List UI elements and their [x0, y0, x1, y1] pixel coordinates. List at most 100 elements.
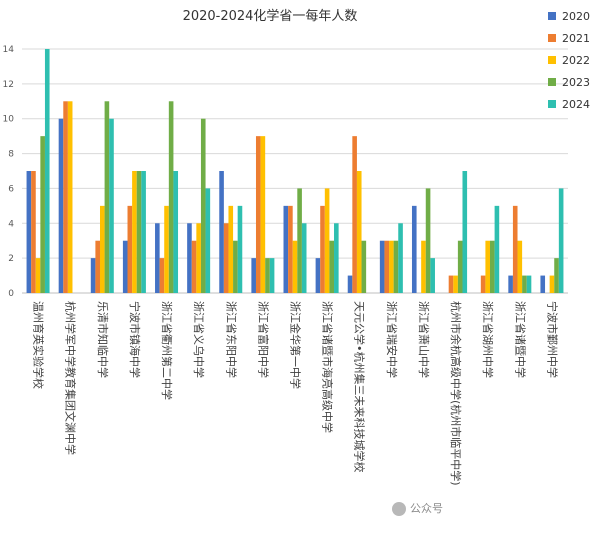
category-label: 天元公学•杭州集三未来科技城学校 — [353, 301, 367, 473]
y-tick-label: 4 — [8, 219, 14, 229]
category-label: 浙江省湖州中学 — [481, 301, 495, 378]
bar-2024-5 — [205, 188, 211, 293]
bar-2024-7 — [269, 258, 275, 293]
bar-2024-13 — [462, 171, 468, 293]
bar-2024-11 — [398, 223, 403, 293]
bars — [26, 49, 564, 294]
bar-2023-9 — [329, 240, 335, 293]
bar-2021-6 — [223, 223, 229, 293]
bar-2023-2 — [104, 101, 110, 294]
category-label: 浙江金华第一中学 — [289, 301, 303, 389]
bar-2022-9 — [324, 188, 330, 293]
legend-swatch — [548, 100, 556, 108]
bar-2020-12 — [411, 205, 417, 293]
y-tick-label: 14 — [3, 45, 15, 55]
category-labels: 温州育英实验学校 杭州学军中学教育集团文渊中学 乐清市知临中学 宁波市镇海中学 浙江省衢… — [32, 301, 560, 486]
bar-2020-10 — [347, 275, 353, 293]
bar-2023-13 — [457, 240, 463, 293]
category-label: 浙江省诸暨市海亮高级中学 — [321, 301, 335, 433]
legend-swatch — [548, 78, 556, 86]
bar-2022-5 — [196, 223, 201, 293]
legend-label: 2021 — [562, 32, 590, 45]
legend-swatch — [548, 12, 556, 20]
bar-2024-0 — [44, 49, 50, 293]
bar-2023-6 — [233, 240, 238, 293]
bar-2024-9 — [334, 223, 339, 293]
category-label: 浙江省东阳中学 — [224, 301, 238, 378]
bar-2021-4 — [159, 258, 165, 293]
bar-2021-8 — [288, 205, 293, 293]
bar-2023-5 — [200, 118, 206, 293]
bar-2021-0 — [31, 171, 36, 293]
bar-2021-1 — [63, 101, 68, 294]
bar-2020-16 — [540, 275, 546, 293]
bar-2021-9 — [320, 205, 325, 293]
bar-2023-11 — [393, 240, 399, 293]
category-label: 宁波市镇海中学 — [128, 301, 142, 378]
y-tick-label: 8 — [8, 150, 14, 160]
bar-2022-6 — [228, 205, 234, 293]
y-tick-label: 12 — [3, 80, 14, 90]
bar-2024-12 — [430, 258, 435, 293]
bar-2021-10 — [352, 136, 357, 293]
category-label: 浙江省义乌中学 — [192, 301, 206, 378]
bar-2022-10 — [356, 171, 362, 293]
y-axis-ticks: 0 2 4 6 8 10 12 14 — [3, 45, 15, 299]
bar-2021-5 — [191, 240, 197, 293]
bar-2022-8 — [292, 240, 298, 293]
bar-2021-2 — [95, 240, 100, 293]
y-tick-label: 0 — [8, 289, 14, 299]
bar-2024-6 — [237, 205, 243, 293]
category-label: 宁波市鄞州中学 — [545, 301, 559, 378]
bar-2023-8 — [297, 188, 302, 293]
bar-2024-14 — [494, 205, 500, 293]
bar-2020-11 — [379, 240, 385, 293]
bar-2022-1 — [67, 101, 73, 294]
bar-2024-3 — [141, 171, 146, 293]
bar-2023-4 — [168, 101, 174, 294]
bar-2020-7 — [251, 258, 256, 293]
bar-2023-10 — [361, 240, 367, 293]
watermark: 公众号 — [392, 500, 443, 516]
bar-2020-0 — [26, 171, 32, 293]
bar-2023-14 — [490, 240, 495, 293]
category-label: 浙江省富阳中学 — [256, 301, 270, 378]
bar-2024-2 — [109, 118, 114, 293]
legend-swatch — [548, 56, 556, 64]
bar-2020-9 — [315, 258, 321, 293]
bar-2020-4 — [155, 223, 160, 293]
bar-2023-7 — [265, 258, 270, 293]
bar-2022-15 — [517, 240, 523, 293]
bar-2024-15 — [526, 275, 532, 293]
bar-2021-15 — [512, 205, 518, 293]
chart-title: 2020-2024化学省一每年人数 — [183, 8, 358, 24]
legend: 2020 2021 2022 2023 2024 — [548, 10, 590, 111]
legend-swatch — [548, 34, 556, 42]
bar-2020-1 — [58, 118, 64, 293]
bar-2022-14 — [485, 240, 491, 293]
bar-2021-11 — [384, 240, 390, 293]
legend-label: 2023 — [562, 76, 590, 89]
bar-2020-8 — [283, 205, 289, 293]
bar-2020-2 — [90, 258, 96, 293]
bar-2022-16 — [549, 275, 555, 293]
bar-2023-0 — [40, 136, 45, 293]
bar-2023-12 — [425, 188, 431, 293]
y-tick-label: 2 — [8, 254, 14, 264]
bar-2024-8 — [301, 223, 307, 293]
bar-2022-12 — [421, 240, 426, 293]
category-label: 浙江省诸暨中学 — [513, 301, 527, 378]
legend-label: 2024 — [562, 98, 590, 111]
bar-2022-0 — [35, 258, 41, 293]
bar-2021-13 — [448, 275, 454, 293]
bar-2023-15 — [522, 275, 527, 293]
bar-2022-2 — [99, 205, 105, 293]
bar-2020-3 — [122, 240, 128, 293]
watermark-text: 公众号 — [410, 502, 443, 515]
category-label: 浙江省瑞安中学 — [385, 301, 399, 378]
bar-2022-11 — [389, 240, 394, 293]
bar-2021-3 — [127, 205, 133, 293]
bar-2022-3 — [132, 171, 137, 293]
bar-2022-13 — [453, 275, 458, 293]
